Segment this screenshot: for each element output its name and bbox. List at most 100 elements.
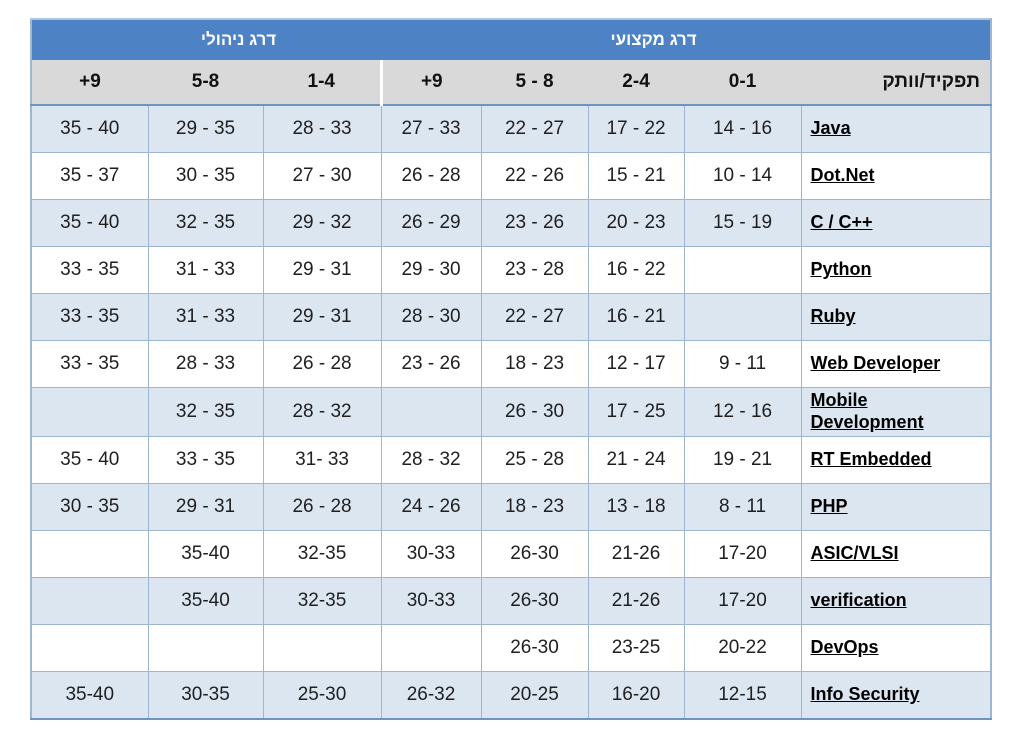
salary-range-cell: 20-25 [480, 671, 589, 720]
salary-range-cell: 18 - 23 [480, 340, 589, 388]
role-link[interactable]: PHP [810, 496, 848, 516]
salary-range-cell: 23-25 [587, 624, 685, 672]
salary-range-cell: 24 - 26 [380, 483, 482, 531]
column-header-mgr-5-8: 5-8 [148, 60, 263, 106]
salary-range-cell [30, 577, 149, 625]
salary-range-cell: 29 - 31 [147, 483, 264, 531]
salary-range-cell: 12 - 17 [587, 340, 685, 388]
role-cell: Mobile Development [800, 387, 992, 437]
salary-range-cell [380, 387, 482, 437]
table-body: 35 - 40 29 - 35 28 - 33 27 - 33 22 - 27 17 - … [30, 104, 992, 720]
salary-range-cell: 28 - 33 [147, 340, 264, 388]
salary-range-cell: 31 - 33 [147, 293, 264, 341]
role-link[interactable]: Ruby [810, 306, 856, 326]
role-cell: Python [800, 246, 992, 294]
salary-range-cell: 16-20 [587, 671, 685, 720]
salary-range-cell: 28 - 32 [380, 436, 482, 484]
salary-range-cell: 33 - 35 [30, 293, 149, 341]
column-header-role-seniority: תפקיד/וותק [801, 60, 992, 106]
salary-range-cell [30, 387, 149, 437]
role-link[interactable]: Mobile Development [810, 390, 924, 432]
role-cell: ASIC/VLSI [800, 530, 992, 578]
table-row: 35 - 40 33 - 35 31- 33 28 - 32 25 - 28 21 - 2… [30, 436, 992, 484]
salary-range-cell: 19 - 21 [683, 436, 802, 484]
table-row: 30 - 35 29 - 31 26 - 28 24 - 26 18 - 23 13 - … [30, 483, 992, 531]
salary-range-cell [30, 624, 149, 672]
salary-range-cell: 33 - 35 [30, 340, 149, 388]
role-cell: RT Embedded [800, 436, 992, 484]
salary-range-cell: 8 - 11 [683, 483, 802, 531]
salary-range-cell [683, 246, 802, 294]
role-cell: Dot.Net [800, 152, 992, 200]
salary-range-cell: 28 - 30 [380, 293, 482, 341]
salary-range-cell: 35-40 [30, 671, 149, 720]
salary-range-cell: 29 - 32 [262, 199, 382, 247]
role-link[interactable]: Info Security [810, 684, 920, 704]
role-cell: PHP [800, 483, 992, 531]
salary-range-cell: 30 - 35 [147, 152, 264, 200]
table-row: 33 - 35 28 - 33 26 - 28 23 - 26 18 - 23 12 - … [30, 340, 992, 388]
role-link[interactable]: Java [810, 118, 851, 138]
salary-range-cell: 25-30 [262, 671, 382, 720]
table-row: 33 - 35 31 - 33 29 - 31 28 - 30 22 - 27 16 - … [30, 293, 992, 341]
table-row: 33 - 35 31 - 33 29 - 31 29 - 30 23 - 28 16 - … [30, 246, 992, 294]
salary-range-cell: 26-30 [480, 577, 589, 625]
salary-range-cell: 16 - 22 [587, 246, 685, 294]
column-header-mgr-9plus: +9 [31, 60, 148, 106]
salary-range-cell [30, 530, 149, 578]
salary-range-cell: 26-30 [480, 530, 589, 578]
salary-range-cell: 35 - 40 [30, 199, 149, 247]
salary-range-cell: 35-40 [147, 577, 264, 625]
salary-range-cell: 20-22 [683, 624, 802, 672]
table-row: 35-40 32-35 30-33 26-30 21-26 17-20 ASIC/VLSI [30, 530, 992, 578]
salary-range-cell: 15 - 21 [587, 152, 685, 200]
salary-range-cell: 16 - 21 [587, 293, 685, 341]
salary-table: דרג ניהולי דרג מקצועי +9 5-8 1-4 +9 5 - … [30, 18, 993, 720]
salary-range-cell: 30-33 [380, 577, 482, 625]
salary-range-cell: 22 - 27 [480, 293, 589, 341]
salary-range-cell: 17-20 [683, 577, 802, 625]
role-link[interactable]: Python [810, 259, 872, 279]
section-header-row: דרג ניהולי דרג מקצועי [31, 19, 992, 60]
role-cell: verification [800, 577, 992, 625]
salary-range-cell: 20 - 23 [587, 199, 685, 247]
role-link[interactable]: DevOps [810, 637, 879, 657]
salary-range-cell: 25 - 28 [480, 436, 589, 484]
salary-range-cell [683, 293, 802, 341]
salary-range-cell: 21 - 24 [587, 436, 685, 484]
role-link[interactable]: ASIC/VLSI [810, 543, 899, 563]
salary-range-cell: 26 - 28 [380, 152, 482, 200]
salary-range-cell: 26-30 [480, 624, 589, 672]
salary-range-cell [147, 624, 264, 672]
table-header: דרג ניהולי דרג מקצועי +9 5-8 1-4 +9 5 - … [31, 19, 992, 106]
column-header-pro-5-8: 5 - 8 [481, 60, 589, 106]
salary-range-cell: 15 - 19 [683, 199, 802, 247]
role-cell: Ruby [800, 293, 992, 341]
table-row: 32 - 35 28 - 32 26 - 30 17 - 25 12 - 16 Mobil… [30, 387, 992, 437]
salary-range-cell: 29 - 35 [147, 104, 264, 153]
role-link[interactable]: RT Embedded [810, 449, 932, 469]
salary-range-cell: 35-40 [147, 530, 264, 578]
table-row: 26-30 23-25 20-22 DevOps [30, 624, 992, 672]
table-row: 35 - 40 29 - 35 28 - 33 27 - 33 22 - 27 17 - … [30, 104, 992, 153]
role-link[interactable]: C / C++ [810, 212, 873, 232]
salary-range-cell: 14 - 16 [683, 104, 802, 153]
salary-range-cell: 33 - 35 [30, 246, 149, 294]
role-cell: Java [800, 104, 992, 153]
salary-range-cell: 23 - 28 [480, 246, 589, 294]
salary-range-cell: 23 - 26 [480, 199, 589, 247]
role-link[interactable]: Web Developer [810, 353, 941, 373]
role-link[interactable]: Dot.Net [810, 165, 875, 185]
salary-range-cell: 26 - 30 [480, 387, 589, 437]
salary-range-cell [262, 624, 382, 672]
section-header-professional: דרג מקצועי [381, 19, 992, 60]
salary-range-cell: 28 - 32 [262, 387, 382, 437]
salary-range-cell: 35 - 40 [30, 436, 149, 484]
role-link[interactable]: verification [810, 590, 907, 610]
salary-range-cell: 17-20 [683, 530, 802, 578]
salary-range-cell: 29 - 31 [262, 293, 382, 341]
salary-range-cell: 17 - 22 [587, 104, 685, 153]
table-row: 35 - 40 32 - 35 29 - 32 26 - 29 23 - 26 20 - … [30, 199, 992, 247]
salary-range-cell: 35 - 37 [30, 152, 149, 200]
